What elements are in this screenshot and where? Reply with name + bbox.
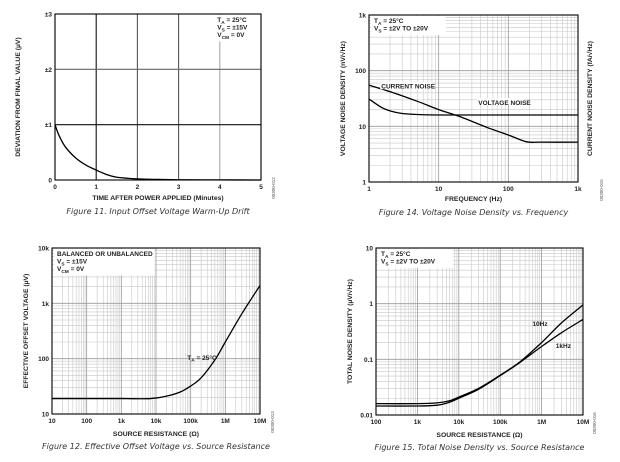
y-tick-label: ±3	[45, 12, 53, 19]
y-tick-label: 10	[366, 246, 374, 253]
x-tick-label: 4	[218, 184, 222, 191]
series-line-10hz	[375, 304, 584, 405]
annotation-text: TA = 25°C	[374, 17, 404, 27]
x-tick-label: 10M	[577, 419, 590, 426]
annotation-text: BALANCED OR UNBALANCED	[57, 251, 153, 258]
x-tick-label: 1	[367, 186, 371, 193]
x-tick-label: 5	[259, 184, 263, 191]
y-tick-label: 10k	[38, 246, 49, 253]
series-label-voltage-noise: VOLTAGE NOISE	[478, 100, 531, 107]
figure-code: 00300-012	[271, 177, 276, 199]
figure-caption: Figure 14. Voltage Noise Density vs. Fre…	[379, 208, 569, 217]
x-tick-label: 100	[371, 419, 382, 426]
annotation-text: VS = ±15V	[57, 259, 88, 268]
label-background	[476, 98, 525, 106]
y-axis-label: DEVIATION FROM FINAL VALUE (µV)	[15, 37, 22, 156]
annotation: TA = 25°CVS = ±2V TO ±20V	[378, 249, 453, 268]
series-line-current-noise	[368, 84, 579, 143]
y-tick-label: 0	[48, 178, 52, 185]
annotation-background	[214, 15, 259, 42]
label-background	[380, 82, 433, 90]
x-axis-label: FREQUENCY (Hz)	[445, 196, 502, 203]
series-label-current-noise: CURRENT NOISE	[381, 83, 435, 90]
x-tick-label: 1	[94, 184, 98, 191]
series-label-ta: TA = 25°C	[187, 354, 217, 364]
x-tick-label: 3	[177, 184, 181, 191]
y-tick-label: ±2	[45, 67, 53, 74]
x-tick-label: 100k	[183, 418, 198, 425]
annotation: TA = 25°CVS = ±2V TO ±20V	[371, 16, 446, 35]
plot-area	[369, 15, 578, 182]
y-tick-label: 100	[355, 68, 366, 75]
y-tick-label: 100	[38, 356, 49, 363]
x-tick-label: 10	[435, 186, 443, 193]
x-tick-label: 1k	[414, 419, 422, 426]
x-tick-label: 100	[81, 418, 92, 425]
x-axis-label: TIME AFTER POWER APPLIED (Minutes)	[92, 195, 223, 202]
y-tick-label: 1	[362, 180, 366, 187]
figure-code: 00300-013	[270, 411, 275, 433]
y-tick-label: 10	[42, 412, 50, 419]
x-tick-label: 2	[136, 184, 140, 191]
annotation-background	[371, 16, 446, 35]
x-tick-label: 1M	[537, 419, 546, 426]
x-tick-label: 1M	[221, 418, 230, 425]
y-axis-label: VOLTAGE NOISE DENSITY (nV/√Hz)	[339, 41, 347, 156]
x-tick-label: 1k	[574, 186, 582, 193]
y-axis-label-right: CURRENT NOISE DENSITY (fA/√Hz)	[586, 41, 594, 156]
x-tick-label: 10k	[151, 418, 162, 425]
plot-frame	[51, 247, 261, 415]
annotation-background	[54, 249, 155, 276]
y-tick-label: 1k	[359, 13, 367, 20]
x-tick-label: 10	[48, 418, 56, 425]
figure-caption: Figure 12. Effective Offset Voltage vs. …	[42, 442, 270, 451]
series-line-1khz	[375, 318, 584, 407]
y-tick-label: 1k	[42, 301, 50, 308]
x-tick-label: 10k	[453, 419, 464, 426]
annotation-text: VS = ±15V	[217, 25, 248, 34]
series-line-voltage-noise	[368, 98, 578, 116]
y-tick-label: 1	[369, 301, 373, 308]
figure-code: 00300-016	[592, 412, 597, 434]
chart-fig15: 100 1k 10k 100k 1M 10M 0.01 0.1 1 10 TA = 25°CVS =…	[346, 246, 597, 453]
x-axis-label: SOURCE RESISTANCE (Ω)	[436, 432, 522, 439]
plot-area	[55, 14, 261, 180]
figure-code: 00300-015	[599, 179, 604, 201]
annotation-text: VCM = 0V	[57, 266, 85, 275]
x-axis-label: SOURCE RESISTANCE (Ω)	[113, 431, 199, 438]
plot-frame	[368, 14, 579, 183]
chart-fig12: 10 100 1k 10k 100k 1M 10M 10 100 1k 10k BALANCED OR…	[23, 246, 275, 452]
y-axis-label: EFFECTIVE OFFSET VOLTAGE (µV)	[23, 274, 30, 389]
y-tick-label: 0.1	[364, 357, 373, 364]
annotation-background	[378, 249, 453, 268]
series-label-10hz: 10Hz	[532, 321, 548, 328]
series-label-1khz: 1kHz	[556, 343, 572, 350]
annotation-text: TA = 25°C	[381, 250, 411, 260]
x-tick-label: 0	[53, 184, 57, 191]
annotation-text: VCM = 0V	[217, 32, 245, 41]
chart-fig14: 1 10 100 1k 1 10 100 1k TA = 25°CVS = ±2V TO ±20…	[339, 13, 604, 218]
x-tick-label: 10M	[254, 418, 267, 425]
annotation-text: TA = 25°C	[217, 16, 247, 26]
plot-frame	[54, 13, 262, 181]
y-tick-label: ±1	[45, 122, 53, 129]
x-tick-label: 1k	[118, 418, 126, 425]
plot-area	[376, 248, 583, 415]
x-tick-label: 100k	[493, 419, 508, 426]
x-tick-label: 100	[503, 186, 514, 193]
figure-caption: Figure 15. Total Noise Density vs. Sourc…	[375, 443, 585, 452]
series-line-ta-25-c	[52, 285, 261, 400]
annotation-text: VS = ±2V TO ±20V	[381, 259, 436, 268]
plot-frame	[375, 247, 584, 416]
y-tick-label: 10	[359, 124, 367, 131]
y-tick-label: 0.01	[360, 413, 373, 420]
figure-caption: Figure 11. Input Offset Voltage Warm-Up …	[66, 207, 250, 216]
y-axis-label: TOTAL NOISE DENSITY (µV/√Hz)	[346, 279, 354, 384]
annotation-text: VS = ±2V TO ±20V	[374, 26, 429, 35]
